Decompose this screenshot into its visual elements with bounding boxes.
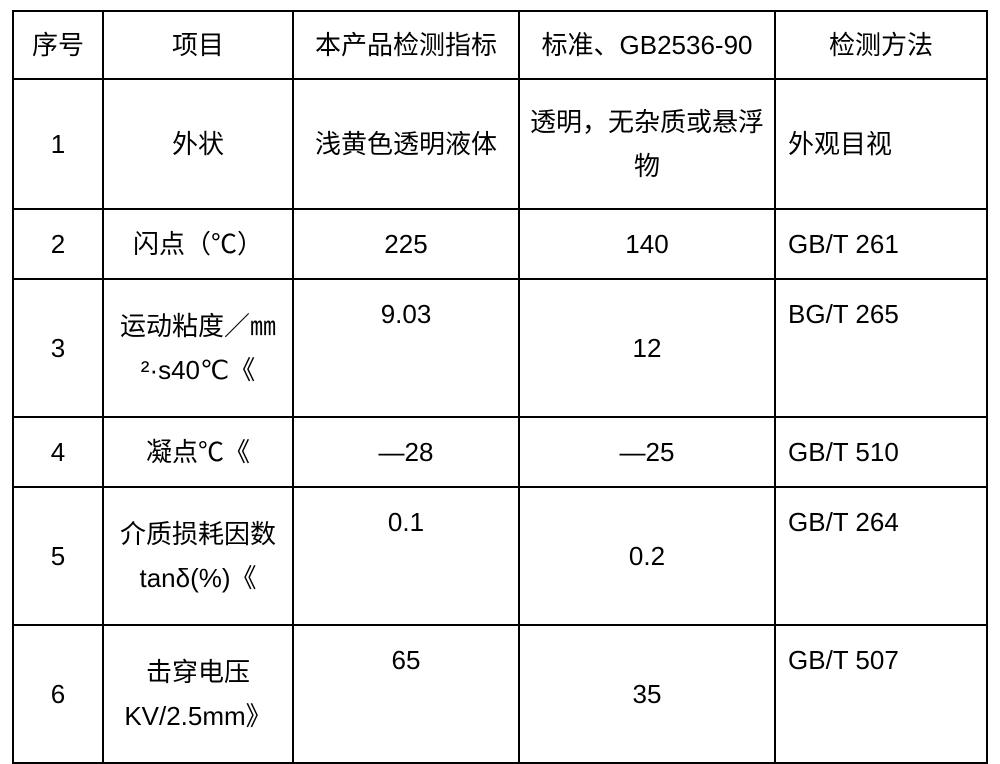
cell-product: 65 (293, 625, 519, 763)
table-header-row: 序号 项目 本产品检测指标 标准、GB2536-90 检测方法 (13, 11, 987, 79)
cell-std: 透明，无杂质或悬浮物 (519, 79, 775, 209)
cell-idx: 6 (13, 625, 103, 763)
cell-item: 外状 (103, 79, 293, 209)
cell-idx: 1 (13, 79, 103, 209)
cell-method: BG/T 265 (775, 279, 987, 417)
table-row: 3 运动粘度／㎜²·s40℃《 9.03 12 BG/T 265 (13, 279, 987, 417)
table-row: 6 击穿电压KV/2.5mm》 65 35 GB/T 507 (13, 625, 987, 763)
col-header-item: 项目 (103, 11, 293, 79)
col-header-method: 检测方法 (775, 11, 987, 79)
cell-product: 225 (293, 209, 519, 279)
col-header-std: 标准、GB2536-90 (519, 11, 775, 79)
cell-product: 9.03 (293, 279, 519, 417)
cell-std: 35 (519, 625, 775, 763)
cell-idx: 3 (13, 279, 103, 417)
table-row: 5 介质损耗因数 tanδ(%)《 0.1 0.2 GB/T 264 (13, 487, 987, 625)
col-header-product: 本产品检测指标 (293, 11, 519, 79)
cell-method: 外观目视 (775, 79, 987, 209)
cell-item: 闪点（℃） (103, 209, 293, 279)
table-row: 4 凝点℃《 —28 —25 GB/T 510 (13, 417, 987, 487)
cell-idx: 4 (13, 417, 103, 487)
cell-item: 介质损耗因数 tanδ(%)《 (103, 487, 293, 625)
cell-item: 运动粘度／㎜²·s40℃《 (103, 279, 293, 417)
spec-table: 序号 项目 本产品检测指标 标准、GB2536-90 检测方法 1 外状 浅黄色… (12, 10, 988, 764)
cell-method: GB/T 264 (775, 487, 987, 625)
cell-product: 浅黄色透明液体 (293, 79, 519, 209)
cell-method: GB/T 507 (775, 625, 987, 763)
cell-idx: 5 (13, 487, 103, 625)
cell-item: 击穿电压KV/2.5mm》 (103, 625, 293, 763)
cell-std: 140 (519, 209, 775, 279)
cell-std: 0.2 (519, 487, 775, 625)
col-header-idx: 序号 (13, 11, 103, 79)
cell-std: —25 (519, 417, 775, 487)
table-row: 1 外状 浅黄色透明液体 透明，无杂质或悬浮物 外观目视 (13, 79, 987, 209)
table-row: 2 闪点（℃） 225 140 GB/T 261 (13, 209, 987, 279)
cell-method: GB/T 261 (775, 209, 987, 279)
cell-method: GB/T 510 (775, 417, 987, 487)
cell-idx: 2 (13, 209, 103, 279)
cell-product: 0.1 (293, 487, 519, 625)
cell-std: 12 (519, 279, 775, 417)
cell-product: —28 (293, 417, 519, 487)
cell-item: 凝点℃《 (103, 417, 293, 487)
